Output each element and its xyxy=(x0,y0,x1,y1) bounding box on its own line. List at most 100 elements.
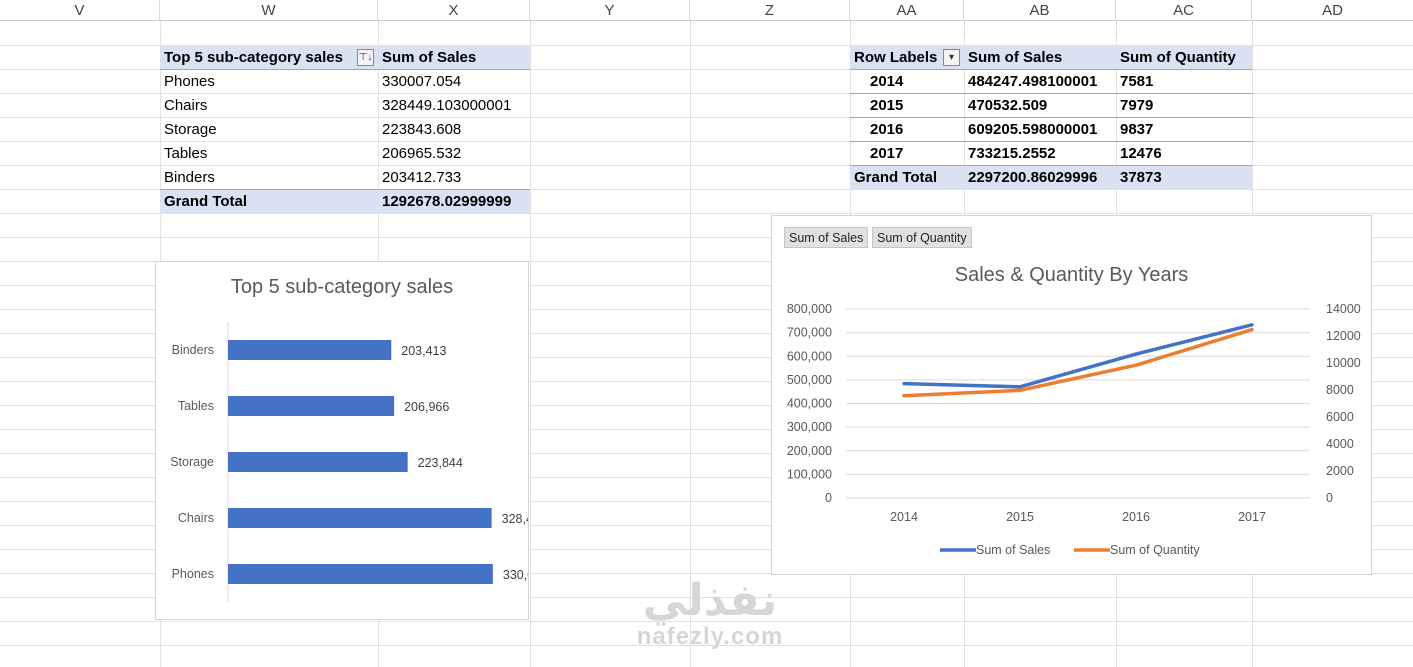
y-left-tick-label: 500,000 xyxy=(787,373,832,387)
y-right-tick-label: 0 xyxy=(1326,491,1333,505)
column-header-aa[interactable]: AA xyxy=(850,0,964,21)
series-line[interactable] xyxy=(902,323,1254,389)
bar[interactable] xyxy=(228,452,408,472)
total-divider xyxy=(160,189,530,190)
grid-row-line xyxy=(0,597,1413,598)
grid-row-line xyxy=(0,477,1413,478)
pivot-row-quantity: 12476 xyxy=(1120,145,1162,162)
y-right-tick-label: 4000 xyxy=(1326,437,1354,451)
grid-row-line xyxy=(0,93,1413,94)
grid-row-line xyxy=(0,309,1413,310)
pivot-row-value: 223843.608 xyxy=(382,121,462,138)
bar[interactable] xyxy=(228,564,493,584)
pivot-row-year: 2014 xyxy=(870,73,904,90)
grid-column-line xyxy=(530,21,531,667)
category-label: Storage xyxy=(170,455,214,469)
pivot-row-year: 2016 xyxy=(870,121,904,138)
grid-row-line xyxy=(0,405,1413,406)
line-chart[interactable]: Sum of Sales Sum of Quantity Sales & Qua… xyxy=(771,215,1372,575)
column-header-y[interactable]: Y xyxy=(530,0,690,21)
legend-label: Sum of Sales xyxy=(976,543,1050,557)
pivot-row-label: Phones xyxy=(164,73,215,90)
header-divider xyxy=(160,69,530,70)
grid-row-line xyxy=(0,453,1413,454)
column-header-ab[interactable]: AB xyxy=(964,0,1116,21)
pivot-row-quantity: 7979 xyxy=(1120,97,1154,114)
y-left-tick-label: 600,000 xyxy=(787,349,832,363)
row-divider xyxy=(850,141,1252,142)
data-label: 328,449 xyxy=(502,512,528,526)
row-divider xyxy=(850,93,1252,94)
field-button-quantity[interactable]: Sum of Quantity xyxy=(872,227,972,248)
y-left-tick-label: 200,000 xyxy=(787,444,832,458)
bar[interactable] xyxy=(228,508,492,528)
grid-row-line xyxy=(0,573,1413,574)
y-left-tick-label: 300,000 xyxy=(787,420,832,434)
grand-total-band xyxy=(160,190,530,213)
grid-row-line xyxy=(0,501,1413,502)
chart-title: Sales & Quantity By Years xyxy=(954,264,1189,286)
x-tick-label: 2016 xyxy=(1122,510,1150,524)
bar[interactable] xyxy=(228,396,395,416)
filter-icon[interactable]: ⊤↓ xyxy=(357,49,374,66)
column-header-w[interactable]: W xyxy=(160,0,378,21)
pivot-header-label: Top 5 sub-category sales xyxy=(164,49,343,66)
y-right-tick-label: 12000 xyxy=(1326,329,1361,343)
grand-total-value: 1292678.02999999 xyxy=(382,193,512,210)
column-header-v[interactable]: V xyxy=(0,0,160,21)
legend-label: Sum of Quantity xyxy=(1110,543,1200,557)
spreadsheet-grid[interactable] xyxy=(0,21,1413,667)
y-left-tick-label: 0 xyxy=(825,491,832,505)
column-header-z[interactable]: Z xyxy=(690,0,850,21)
category-label: Tables xyxy=(178,399,214,413)
grid-row-line xyxy=(0,213,1413,214)
grid-row-line xyxy=(0,165,1413,166)
field-button-sales[interactable]: Sum of Sales xyxy=(784,227,869,248)
chart-title: Top 5 sub-category sales xyxy=(230,276,454,298)
y-right-tick-label: 8000 xyxy=(1326,383,1354,397)
grid-row-line xyxy=(0,357,1413,358)
total-divider xyxy=(850,165,1252,166)
grid-row-line xyxy=(0,333,1413,334)
column-header-ac[interactable]: AC xyxy=(1116,0,1252,21)
grid-row-line xyxy=(0,189,1413,190)
grid-row-line xyxy=(0,549,1413,550)
pivot-row-label: Storage xyxy=(164,121,217,138)
pivot-row-year: 2015 xyxy=(870,97,904,114)
y-right-tick-label: 2000 xyxy=(1326,464,1354,478)
grid-row-line xyxy=(0,285,1413,286)
bar[interactable] xyxy=(228,340,392,360)
data-label: 203,413 xyxy=(401,344,446,358)
column-header-bar: V W X Y Z AA AB AC AD xyxy=(0,0,1413,21)
grid-row-line xyxy=(0,69,1413,70)
grid-row-line xyxy=(0,117,1413,118)
bar-chart[interactable]: Top 5 sub-category sales Binders 203,413 T… xyxy=(155,261,529,620)
grid-row-line xyxy=(0,381,1413,382)
pivot-row-quantity: 9837 xyxy=(1120,121,1154,138)
category-label: Chairs xyxy=(178,511,214,525)
row-divider xyxy=(850,117,1252,118)
y-right-tick-label: 10000 xyxy=(1326,356,1361,370)
category-label: Phones xyxy=(172,567,214,581)
pivot-header-label: Row Labels xyxy=(854,49,938,66)
column-header-x[interactable]: X xyxy=(378,0,530,21)
x-tick-label: 2015 xyxy=(1006,510,1034,524)
pivot-header-band xyxy=(160,46,530,69)
header-divider xyxy=(850,69,1252,70)
grid-row-line xyxy=(0,141,1413,142)
pivot-header-quantity: Sum of Quantity xyxy=(1120,49,1236,66)
y-left-tick-label: 100,000 xyxy=(787,467,832,481)
series-line[interactable] xyxy=(902,327,1254,398)
line-chart-plot: 0 100,000 200,000 300,000 400,000 500,000 600,… xyxy=(787,302,1361,557)
pivot-row-sales: 609205.598000001 xyxy=(968,121,1098,138)
pivot-row-label: Tables xyxy=(164,145,208,162)
pivot-row-year: 2017 xyxy=(870,145,904,162)
grid-row-line xyxy=(0,261,1413,262)
dropdown-arrow-icon[interactable]: ▾ xyxy=(943,49,960,66)
y-right-tick-label: 14000 xyxy=(1326,302,1361,316)
grid-row-line xyxy=(0,645,1413,646)
pivot-row-sales: 470532.509 xyxy=(968,97,1048,114)
grid-column-line xyxy=(690,21,691,667)
pivot-row-label: Chairs xyxy=(164,97,208,114)
column-header-ad[interactable]: AD xyxy=(1322,2,1343,19)
